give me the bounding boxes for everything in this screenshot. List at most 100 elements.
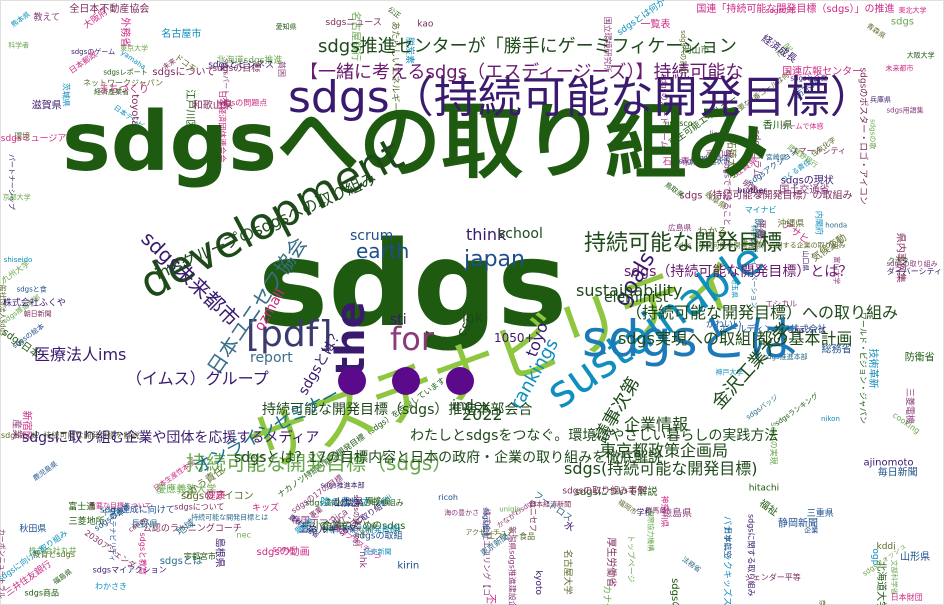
- cloud-word-small-99: sdgsへの貢献: [679, 30, 688, 74]
- cloud-word-small-129: 学校: [636, 507, 652, 517]
- cloud-word-small-206: 福岡市: [616, 497, 638, 516]
- cloud-word-small-60: 広島県: [668, 222, 692, 232]
- cloud-word-small-142: sdgsのロゴ: [691, 153, 728, 162]
- cloud-word-primary-40: 2022: [462, 405, 503, 424]
- cloud-word-small-247: brother: [737, 186, 767, 195]
- cloud-word-small-95: sdgsクイズ: [788, 325, 825, 334]
- cloud-word-small-107: 群馬県: [645, 506, 666, 515]
- cloud-word-small-112: 文部科学省: [890, 560, 899, 595]
- cloud-word-small-38: スマートシティ: [791, 146, 846, 155]
- cloud-word-primary-7: the: [328, 301, 374, 376]
- cloud-word-small-86: 富山市: [321, 520, 348, 532]
- cloud-word-small-102: 宇都宮市: [184, 551, 216, 561]
- cloud-word-small-70: 東京大学: [120, 43, 148, 52]
- cloud-word-small-168: 不平等: [485, 594, 498, 605]
- cloud-word-small-41: エスビー食品: [487, 531, 535, 541]
- cloud-word-small-124: kyoto: [533, 570, 543, 595]
- cloud-word-small-19: sdgsについて解説: [575, 485, 658, 498]
- cloud-word-small-42: sdgs（持続可能な開発目標）: [299, 524, 406, 534]
- cloud-word-small-21: ゲームで体感: [782, 122, 824, 131]
- cloud-word-small-242: kao: [417, 20, 434, 30]
- cloud-word-primary-8: for: [390, 320, 435, 358]
- cloud-word-small-18: 富山大学: [833, 256, 842, 284]
- cloud-word-small-72: sdgsについて: [174, 503, 224, 512]
- cloud-word-small-187: sdgsの本: [766, 6, 796, 15]
- cloud-word-small-6: 重要な目標について: [89, 501, 152, 510]
- cloud-word-small-113: 法務省: [680, 555, 702, 574]
- cloud-word-small-3: わかさき: [95, 582, 127, 591]
- cloud-word-small-88: 外務省: [119, 17, 132, 47]
- cloud-word-small-54: 内閣府: [815, 211, 825, 235]
- cloud-word-primary-13: 持続可能な開発目標（sdgs）: [186, 451, 452, 475]
- cloud-word-small-122: sdgsミュージアム: [1, 133, 75, 144]
- cloud-word-small-176: 公正: [386, 6, 402, 21]
- cloud-word-small-175: 平和: [755, 219, 767, 239]
- cloud-word-small-154: 脱炭素: [404, 37, 416, 64]
- cloud-word-small-27: マイナビ: [745, 205, 777, 214]
- cloud-word-small-209: 青森県: [865, 21, 887, 40]
- cloud-word-small-184: sdgsの取り組み事例: [562, 484, 646, 496]
- cloud-word-small-119: 環境省: [365, 496, 389, 506]
- cloud-word-small-169: まちづくり: [99, 83, 149, 95]
- cloud-word-small-2: sdgsの取り組み: [887, 259, 938, 268]
- cloud-word-small-156: ダイバーシティ: [887, 266, 942, 276]
- cloud-word-small-134: 毎日新聞: [878, 465, 918, 478]
- cloud-word-primary-15: sdgsとは？17の目標内容と日本の政府・企業の取り組みを徹底解説: [234, 449, 662, 466]
- cloud-word-small-150: エシカル: [765, 299, 797, 308]
- cloud-word-primary-36: school: [498, 226, 543, 242]
- cloud-word-small-85: アクセンチュア: [465, 529, 514, 537]
- cloud-word-small-20: sdgs推進本部: [321, 481, 365, 490]
- cloud-word-primary-12: 持続可能な開発目標: [584, 231, 782, 256]
- cloud-word-primary-46: eleminist: [604, 290, 669, 306]
- cloud-word-small-224: 和歌山県: [193, 99, 233, 112]
- cloud-word-small-228: 徳島県: [662, 507, 692, 520]
- cloud-word-small-94: sdgsのアイコン: [181, 491, 254, 502]
- cloud-word-small-30: 新潟県sdgs推進建設企業登録制度について: [508, 526, 518, 605]
- cloud-word-primary-25: sdgs実現への取組|都の基本計画: [618, 329, 852, 348]
- cloud-word-small-68: ワールド・ビジョン・ジャパン: [859, 312, 868, 424]
- cloud-word-small-44: sdgs: [891, 17, 914, 28]
- cloud-word-small-245: kirin: [397, 561, 419, 572]
- cloud-word-small-55: 名古屋銀行: [350, 11, 363, 61]
- cloud-word-small-90: 未来都市: [886, 64, 914, 73]
- cloud-word-small-140: ユニセフ: [529, 500, 538, 532]
- cloud-word-primary-26: （持続可能な開発目標）への取り組み: [626, 303, 898, 322]
- cloud-word-small-25: sdgs商品: [25, 587, 60, 597]
- cloud-word-small-91: カナダ: [601, 585, 613, 605]
- cloud-word-small-34: 一般社団法人sdgs: [0, 278, 7, 337]
- ellipsis-dot-1: [338, 367, 366, 395]
- cloud-word-small-230: 高知県: [706, 149, 733, 161]
- cloud-word-small-69: 株式会社丸井: [29, 545, 77, 555]
- cloud-word-primary-27: sdgs（持続可能な開発目標）とは？: [624, 263, 852, 280]
- cloud-word-primary-1: sdgsへの取り組み: [62, 95, 769, 190]
- cloud-word-small-64: sdgsの取組: [355, 529, 403, 541]
- cloud-word-small-7: sdgsの実現: [769, 422, 779, 465]
- cloud-word-small-116: 三菱地所: [69, 515, 105, 527]
- cloud-word-small-4: sdgsパートナー: [221, 59, 229, 110]
- cloud-word-small-31: 中小企業のためのsdgs: [302, 519, 405, 532]
- cloud-word-small-33: あたらしいエネルギー: [389, 21, 400, 111]
- cloud-word-small-145: 北海道大学: [875, 561, 888, 605]
- cloud-word-small-40: 神戸大学: [715, 367, 743, 376]
- cloud-word-small-234: sony: [273, 545, 292, 554]
- cloud-word-small-81: sdgsの目標: [212, 62, 260, 74]
- cloud-word-small-75: 帝国データバンク: [292, 515, 364, 527]
- cloud-word-small-109: 沖縄県: [777, 218, 804, 230]
- cloud-word-small-74: 日本経済新聞: [529, 500, 571, 509]
- cloud-word-small-71: 拓殖大学: [725, 139, 738, 179]
- cloud-word-small-114: 経済産業省: [94, 87, 129, 96]
- cloud-word-small-77: 国立環境研究所: [603, 17, 613, 73]
- cloud-word-small-121: 名古屋市: [161, 27, 201, 40]
- cloud-word-small-250: ricoh: [438, 493, 458, 502]
- cloud-word-small-63: 厚生労働省: [605, 537, 618, 587]
- cloud-word-small-11: 一覧表: [641, 18, 671, 31]
- cloud-word-small-243: shiseido: [4, 256, 33, 264]
- cloud-word-small-211: 山形県: [900, 551, 930, 563]
- cloud-word-small-222: 兵庫県: [870, 95, 891, 104]
- cloud-word-small-190: sdgsの動画: [257, 545, 310, 558]
- cloud-word-small-135: 読売新聞: [364, 547, 392, 556]
- cloud-word-primary-23: 東京都政策企画局: [600, 441, 728, 460]
- cloud-word-small-28: 持続可能な開発目標とは: [191, 512, 268, 521]
- cloud-word-small-137: 国連広報センター: [782, 64, 862, 77]
